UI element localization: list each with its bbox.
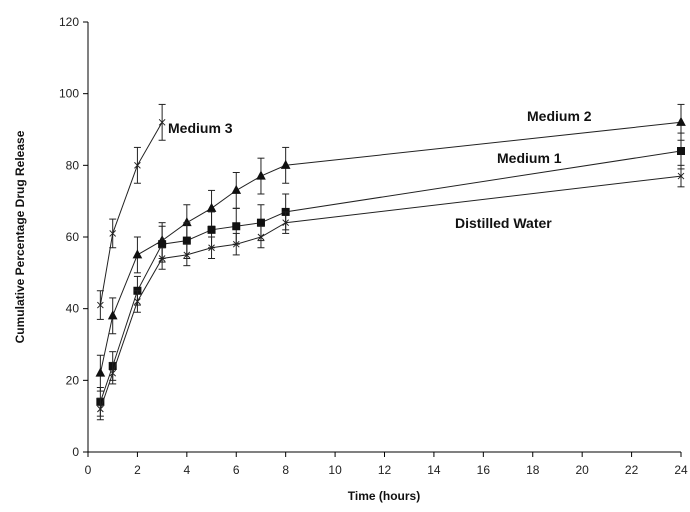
data-point-square bbox=[677, 147, 685, 155]
series-line-distilled-water bbox=[99, 175, 682, 410]
y-tick-label: 80 bbox=[66, 158, 80, 172]
x-tick-label: 14 bbox=[427, 463, 441, 477]
series-line-medium-1 bbox=[99, 150, 682, 402]
data-point-x bbox=[109, 230, 117, 237]
data-point-triangle bbox=[280, 159, 291, 169]
series-labels: Medium 3 Medium 2 Medium 1 Distilled Wat… bbox=[168, 108, 592, 231]
x-tick-label: 6 bbox=[233, 463, 240, 477]
series-label-medium-2: Medium 2 bbox=[527, 108, 592, 124]
y-tick-label: 120 bbox=[59, 15, 79, 29]
data-point-x bbox=[183, 251, 191, 259]
series-medium-1 bbox=[96, 132, 685, 417]
x-tick-label: 22 bbox=[625, 463, 639, 477]
data-point-triangle bbox=[206, 202, 217, 212]
data-point-square bbox=[182, 236, 191, 245]
x-tick-label: 8 bbox=[282, 463, 289, 477]
data-point-x bbox=[232, 240, 240, 248]
series-label-medium-1: Medium 1 bbox=[497, 150, 562, 166]
series-line-medium-2 bbox=[99, 121, 682, 374]
data-point-x bbox=[134, 161, 141, 169]
data-point-square bbox=[232, 222, 241, 231]
x-tick-label: 12 bbox=[378, 463, 392, 477]
x-tick-label: 24 bbox=[674, 463, 688, 477]
data-point-x bbox=[257, 233, 265, 241]
x-tick-label: 4 bbox=[183, 463, 190, 477]
data-point-square bbox=[207, 225, 216, 234]
series-distilled-water bbox=[96, 164, 685, 421]
x-tick-label: 0 bbox=[85, 463, 92, 477]
y-tick-label: 100 bbox=[59, 87, 79, 101]
y-tick-label: 60 bbox=[66, 230, 80, 244]
x-tick-label: 10 bbox=[328, 463, 342, 477]
series-line-medium-3 bbox=[99, 122, 163, 306]
data-point-x bbox=[677, 172, 685, 180]
data-point-triangle bbox=[256, 170, 266, 180]
data-point-triangle bbox=[95, 367, 106, 377]
data-point-x bbox=[134, 298, 141, 305]
series-group bbox=[95, 103, 686, 421]
data-point-triangle bbox=[676, 116, 686, 126]
data-point-x bbox=[158, 255, 166, 262]
data-point-triangle bbox=[132, 249, 143, 259]
series-medium-3 bbox=[96, 103, 166, 320]
y-tick-label: 40 bbox=[66, 302, 80, 316]
data-point-x bbox=[158, 118, 166, 126]
x-tick-label: 18 bbox=[526, 463, 540, 477]
data-point-x bbox=[208, 244, 215, 252]
data-point-triangle bbox=[107, 310, 118, 320]
data-point-square bbox=[256, 218, 265, 227]
data-point-x bbox=[109, 369, 117, 377]
axes bbox=[87, 22, 681, 453]
data-point-triangle bbox=[231, 184, 242, 194]
data-point-x bbox=[97, 301, 104, 309]
series-label-medium-3: Medium 3 bbox=[168, 120, 233, 136]
data-point-x bbox=[97, 405, 104, 413]
data-point-x bbox=[282, 219, 290, 227]
y-axis-title: Cumulative Percentage Drug Release bbox=[13, 130, 27, 343]
y-tick-label: 20 bbox=[66, 373, 80, 387]
x-tick-label: 20 bbox=[575, 463, 589, 477]
series-label-distilled-water: Distilled Water bbox=[455, 215, 552, 231]
x-axis-title: Time (hours) bbox=[348, 489, 420, 503]
y-tick-label: 0 bbox=[72, 445, 79, 459]
data-point-square bbox=[158, 240, 167, 249]
series-medium-2 bbox=[95, 103, 686, 392]
x-tick-label: 2 bbox=[134, 463, 141, 477]
x-tick-label: 16 bbox=[477, 463, 491, 477]
